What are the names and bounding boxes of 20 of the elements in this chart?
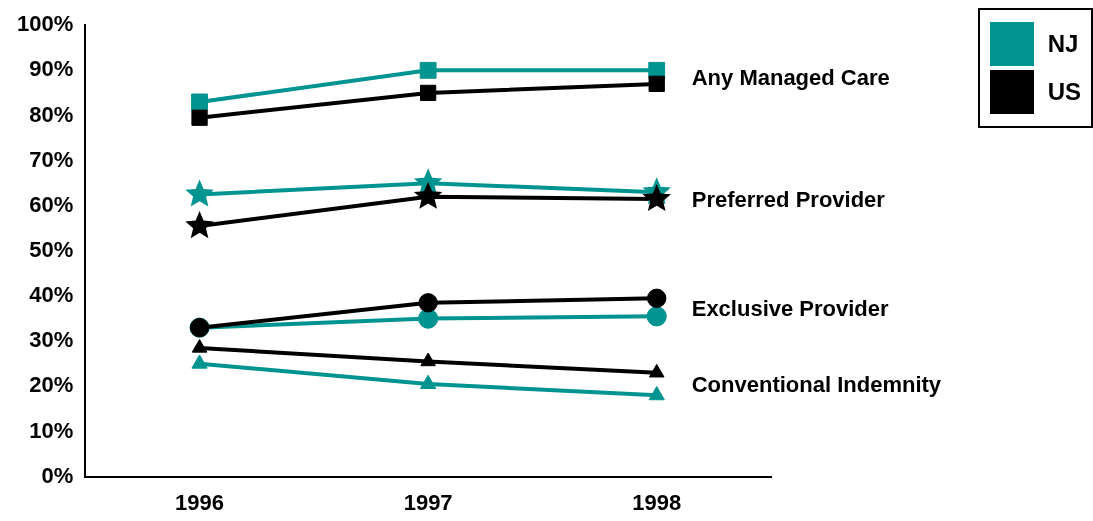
y-tick-label: 40% bbox=[29, 282, 74, 308]
annotation: Conventional Indemnity bbox=[691, 372, 942, 398]
annotation: Any Managed Care bbox=[691, 65, 890, 91]
x-tick-label: 1996 bbox=[175, 489, 225, 515]
annotation: Exclusive Provider bbox=[691, 295, 890, 321]
legend-label: US bbox=[1047, 78, 1081, 106]
y-tick-label: 100% bbox=[16, 11, 74, 37]
x-tick-label: 1997 bbox=[403, 489, 453, 515]
y-tick-label: 20% bbox=[29, 372, 74, 398]
y-tick-label: 90% bbox=[29, 56, 74, 82]
y-tick-label: 70% bbox=[29, 146, 74, 172]
y-tick-label: 10% bbox=[29, 417, 74, 443]
annotation: Preferred Provider bbox=[691, 187, 886, 213]
y-tick-label: 50% bbox=[29, 236, 74, 262]
y-tick-label: 0% bbox=[41, 462, 74, 488]
legend-label: NJ bbox=[1047, 30, 1079, 58]
y-tick-label: 30% bbox=[29, 327, 74, 353]
y-tick-label: 80% bbox=[29, 101, 74, 127]
y-tick-label: 60% bbox=[29, 191, 74, 217]
x-tick-label: 1998 bbox=[632, 489, 682, 515]
